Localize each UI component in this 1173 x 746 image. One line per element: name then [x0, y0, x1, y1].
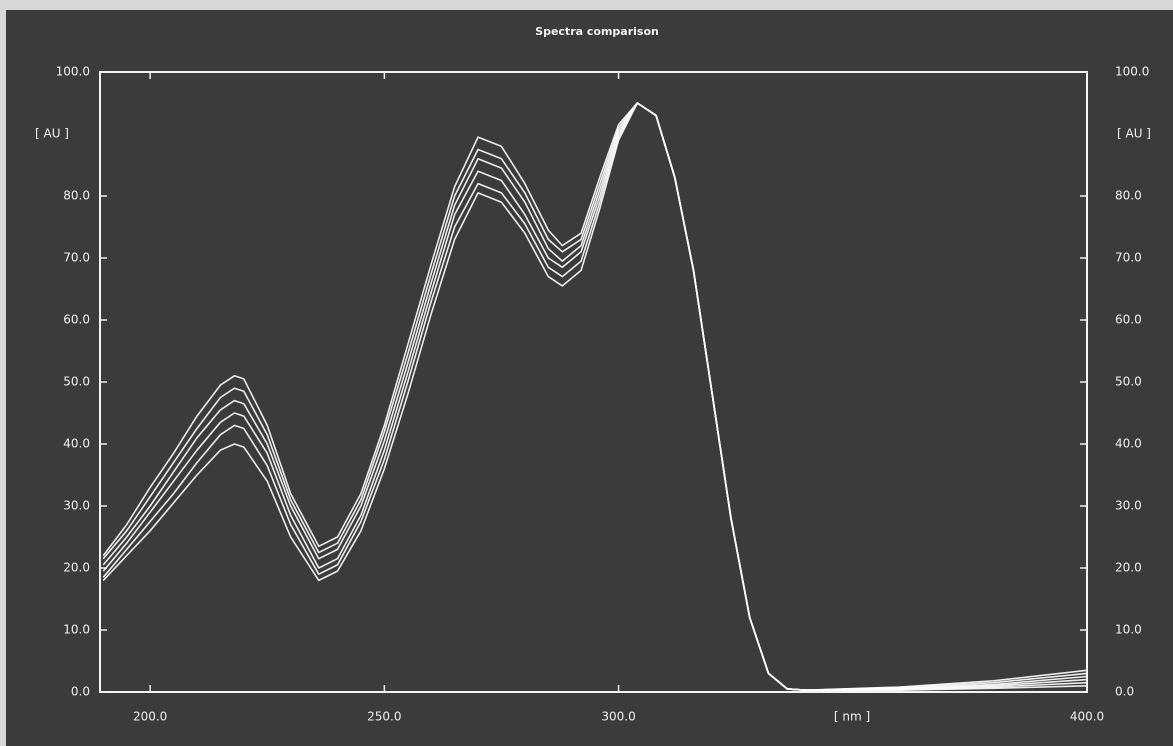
y-tick-label-right: 70.0: [1115, 251, 1142, 265]
spectrum-line: [102, 102, 1088, 691]
y-tick-label-right: 60.0: [1115, 313, 1142, 327]
y-tick-label-right: 20.0: [1115, 561, 1142, 575]
y-tick-label-right: 30.0: [1115, 499, 1142, 513]
y-tick-label: 50.0: [63, 375, 90, 389]
y-tick-label-right: 0.0: [1115, 685, 1134, 699]
x-axis-label: [ nm ]: [834, 710, 870, 724]
background: [6, 10, 1173, 746]
y-tick-label: 80.0: [63, 189, 90, 203]
x-tick-label: 300.0: [601, 710, 635, 724]
x-tick-label: 200.0: [133, 710, 167, 724]
y-tick-label-right: 50.0: [1115, 375, 1142, 389]
x-tick-label: 400.0: [1070, 710, 1104, 724]
y-tick-label: 20.0: [63, 561, 90, 575]
y-tick-label-right: 80.0: [1115, 189, 1142, 203]
y-tick-label: 30.0: [63, 499, 90, 513]
y-axis-label-right: [ AU ]: [1117, 127, 1151, 141]
y-tick-label-right: 40.0: [1115, 437, 1142, 451]
y-tick-label: 10.0: [63, 623, 90, 637]
y-tick-label: 0.0: [71, 685, 90, 699]
y-tick-label: 60.0: [63, 313, 90, 327]
y-axis-label: [ AU ]: [35, 127, 69, 141]
y-tick-label-right: 10.0: [1115, 623, 1142, 637]
y-tick-label-right: 100.0: [1115, 65, 1149, 79]
y-tick-label: 70.0: [63, 251, 90, 265]
y-tick-label: 100.0: [56, 65, 90, 79]
y-tick-label: 40.0: [63, 437, 90, 451]
chart-title: Spectra comparison: [535, 25, 659, 38]
x-tick-label: 250.0: [367, 710, 401, 724]
